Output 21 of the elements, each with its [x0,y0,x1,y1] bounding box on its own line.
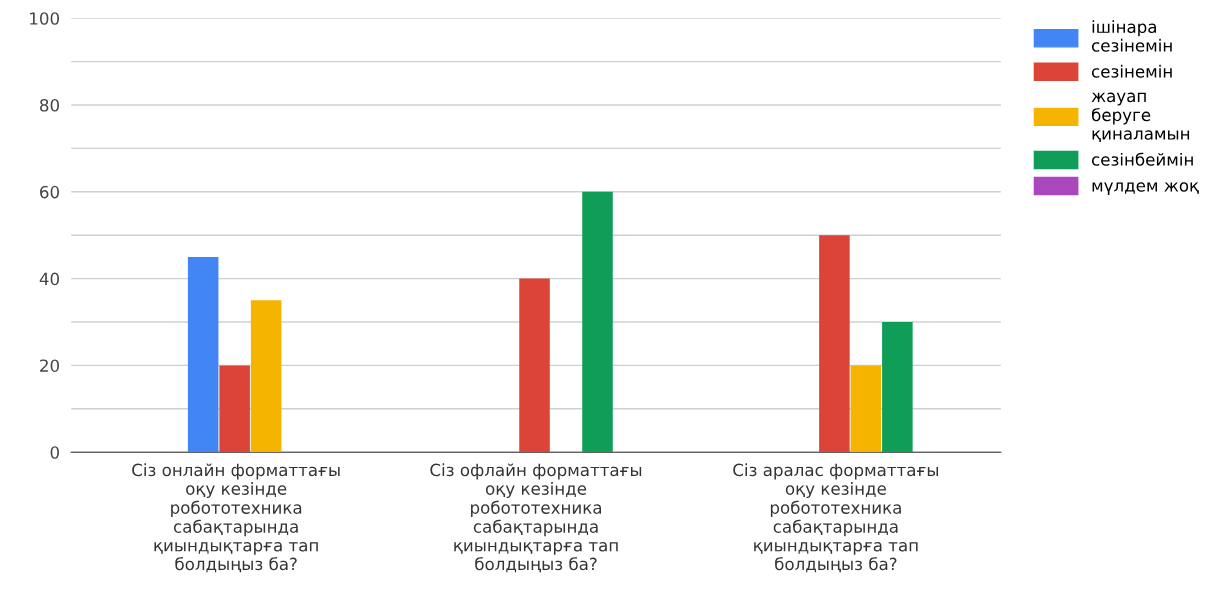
bar [882,322,913,453]
legend-label: сезінбеймін [1092,152,1193,166]
bar [819,235,850,453]
y-tick-label: 20 [40,359,60,372]
y-tick-label: 80 [40,98,60,112]
bar [250,300,282,453]
y-tick-label: 40 [39,272,60,286]
legend-label: мүлдем жоқ [1092,182,1199,196]
legend-label: ішінара сезінемін [1092,20,1172,52]
bar [519,278,550,453]
y-tick-label: 60 [40,185,60,199]
bar [582,191,613,453]
x-tick-label: Сіз онлайн форматтағы оқу кезінде робототехника сабақтарында қиындықтарға тап болдыңыз ба? [132,463,340,573]
bar [219,365,250,453]
bar [850,365,882,453]
y-tick-label: 100 [30,12,60,25]
x-tick-label: Сіз офлайн форматтағы оқу кезінде робототехника сабақтарында қиындықтарға тап болдыңыз ба? [430,463,642,573]
bar [187,256,219,453]
legend-label: сезінемін [1092,64,1172,78]
y-tick-label: 0 [50,446,60,459]
x-tick-label: Сіз аралас форматтағы оқу кезінде робототехника сабақтарында қиындықтарға тап болдыңыз ба? [733,463,938,573]
